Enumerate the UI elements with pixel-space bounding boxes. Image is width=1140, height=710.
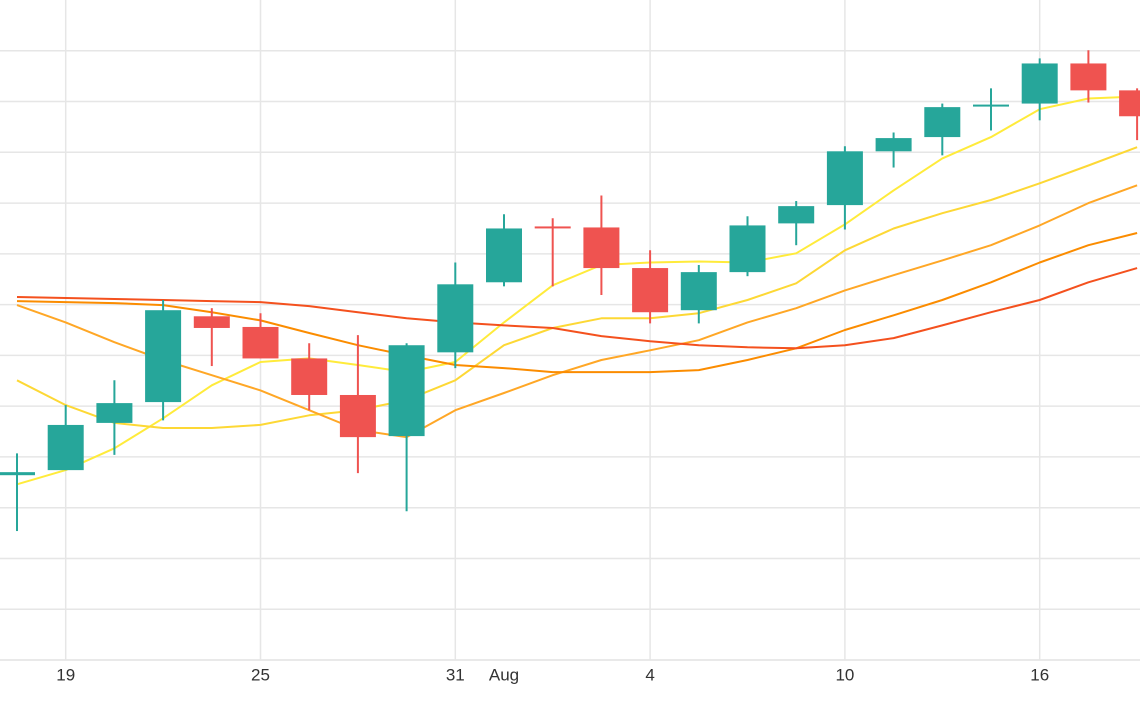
candle <box>973 88 1009 131</box>
candle-body <box>826 151 863 206</box>
x-tick-label: 4 <box>645 665 654 684</box>
candle <box>875 132 912 168</box>
candle-body <box>924 107 961 138</box>
moving-average-line <box>16 146 1138 429</box>
candle-body <box>583 227 620 269</box>
candle-body <box>680 272 717 311</box>
candle-body <box>0 472 35 476</box>
candle-body <box>291 358 328 395</box>
candle-body <box>875 138 912 152</box>
candle <box>193 308 230 367</box>
candle-body <box>1070 63 1107 91</box>
moving-average-line <box>16 267 1138 350</box>
candle <box>1119 88 1140 141</box>
candle <box>924 103 961 156</box>
candle <box>242 313 279 359</box>
candle-body <box>973 104 1009 107</box>
candle <box>47 405 84 471</box>
x-tick-label: 31 <box>446 665 465 684</box>
candle-body <box>534 226 571 229</box>
candle-body <box>632 268 669 313</box>
candle-body <box>96 403 133 423</box>
candle <box>96 380 133 455</box>
candle-body <box>193 316 230 328</box>
x-tick-label: 10 <box>835 665 854 684</box>
candle <box>486 214 522 287</box>
candle <box>534 218 571 287</box>
candle <box>437 262 474 369</box>
candle-body <box>242 326 279 359</box>
candle <box>680 265 717 324</box>
candle <box>1021 58 1058 121</box>
x-tick-label: Aug <box>489 665 519 684</box>
candle <box>632 250 669 324</box>
candle <box>291 343 328 411</box>
moving-average-line <box>16 232 1138 374</box>
candle <box>729 216 766 277</box>
candle-body <box>145 310 182 403</box>
candle-body <box>1119 90 1140 117</box>
candle-body <box>437 284 474 353</box>
candle-body <box>339 394 376 438</box>
candle-body <box>729 225 766 273</box>
candle-body <box>47 424 84 471</box>
x-tick-label: 25 <box>251 665 270 684</box>
candle <box>583 195 620 295</box>
candle-body <box>1021 63 1058 104</box>
candle <box>0 453 35 532</box>
candle <box>778 201 815 246</box>
candle <box>339 335 376 474</box>
candle <box>826 146 863 230</box>
candle <box>1070 50 1107 103</box>
candle-body <box>778 206 815 224</box>
moving-average-line <box>16 184 1138 439</box>
candle <box>145 300 182 421</box>
x-tick-label: 19 <box>56 665 75 684</box>
candle-body <box>486 228 522 283</box>
candle-body <box>388 345 425 437</box>
candle <box>388 343 425 512</box>
x-tick-label: 16 <box>1030 665 1049 684</box>
moving-average-line <box>16 95 1138 486</box>
